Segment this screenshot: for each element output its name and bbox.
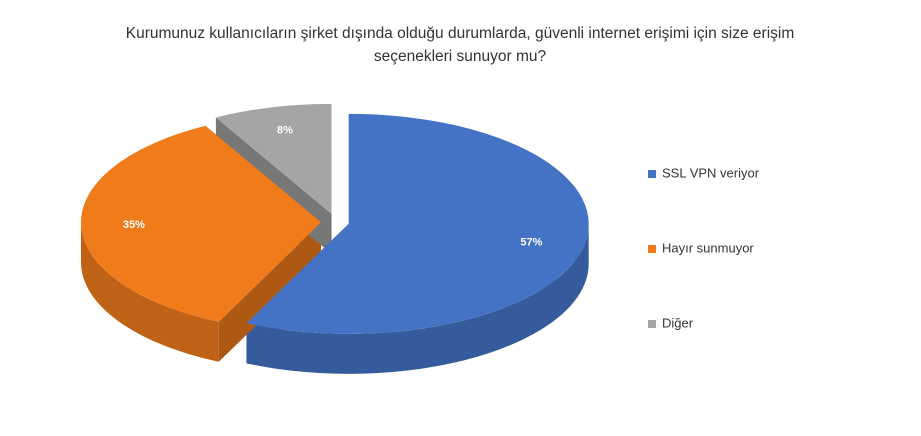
slice-wall bbox=[246, 223, 589, 374]
data-label: 57% bbox=[520, 236, 542, 248]
data-label: 35% bbox=[123, 219, 145, 231]
slice-tops: 57% 35% 8% bbox=[81, 103, 589, 334]
legend-label: Diğer bbox=[662, 315, 694, 330]
slice-side bbox=[218, 222, 322, 362]
legend-swatch bbox=[648, 320, 656, 328]
data-label: 8% bbox=[277, 125, 293, 137]
chart-title: Kurumunuz kullanıcıların şirket dışında … bbox=[125, 25, 795, 65]
legend-label: SSL VPN veriyor bbox=[662, 165, 760, 180]
legend-label: Hayır sunmuyor bbox=[662, 240, 754, 255]
legend-swatch bbox=[648, 245, 656, 253]
legend-swatch bbox=[648, 170, 656, 178]
slice bbox=[246, 113, 589, 334]
slice-wall bbox=[81, 222, 219, 362]
slice bbox=[81, 125, 322, 322]
slice bbox=[215, 103, 332, 214]
